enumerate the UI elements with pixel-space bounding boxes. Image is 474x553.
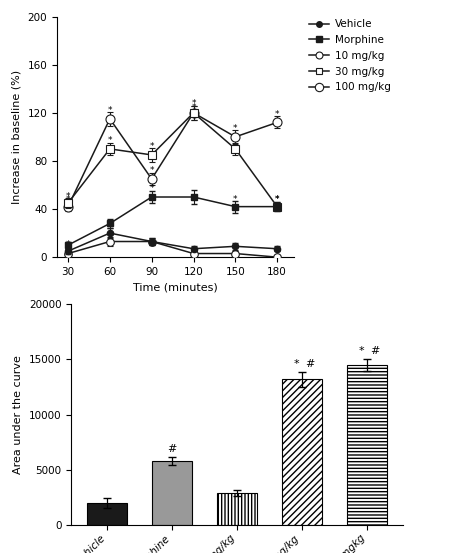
Text: #: # (305, 359, 315, 369)
Y-axis label: Area under the curve: Area under the curve (13, 356, 23, 474)
Text: *: * (66, 240, 70, 249)
Bar (87, 503, 127, 525)
Text: *: * (149, 166, 154, 175)
Bar (152, 461, 192, 525)
Text: *: * (275, 195, 279, 204)
Text: *: * (191, 99, 196, 108)
Text: *: * (358, 346, 364, 356)
Text: *: * (66, 192, 70, 201)
Text: *: * (66, 244, 70, 253)
Text: *: * (233, 136, 237, 145)
Text: *: * (275, 110, 279, 119)
X-axis label: Time (minutes): Time (minutes) (133, 283, 218, 293)
Text: *: * (66, 195, 70, 204)
Text: *: * (191, 103, 196, 112)
Text: *: * (293, 359, 299, 369)
Bar (282, 379, 322, 525)
Bar (347, 365, 387, 525)
Text: *: * (233, 195, 237, 204)
Text: #: # (370, 346, 380, 356)
Text: *: * (275, 195, 279, 204)
Text: *: * (233, 124, 237, 133)
Text: #: # (167, 444, 177, 454)
Text: *: * (149, 184, 154, 194)
Bar (217, 493, 257, 525)
Y-axis label: Increase in baseline (%): Increase in baseline (%) (12, 70, 22, 204)
Text: *: * (149, 142, 154, 152)
Text: *: * (108, 136, 112, 145)
Legend: Vehicle, Morphine, 10 mg/kg, 30 mg/kg, 100 mg/kg: Vehicle, Morphine, 10 mg/kg, 30 mg/kg, 1… (309, 19, 391, 92)
Text: *: * (108, 106, 112, 115)
